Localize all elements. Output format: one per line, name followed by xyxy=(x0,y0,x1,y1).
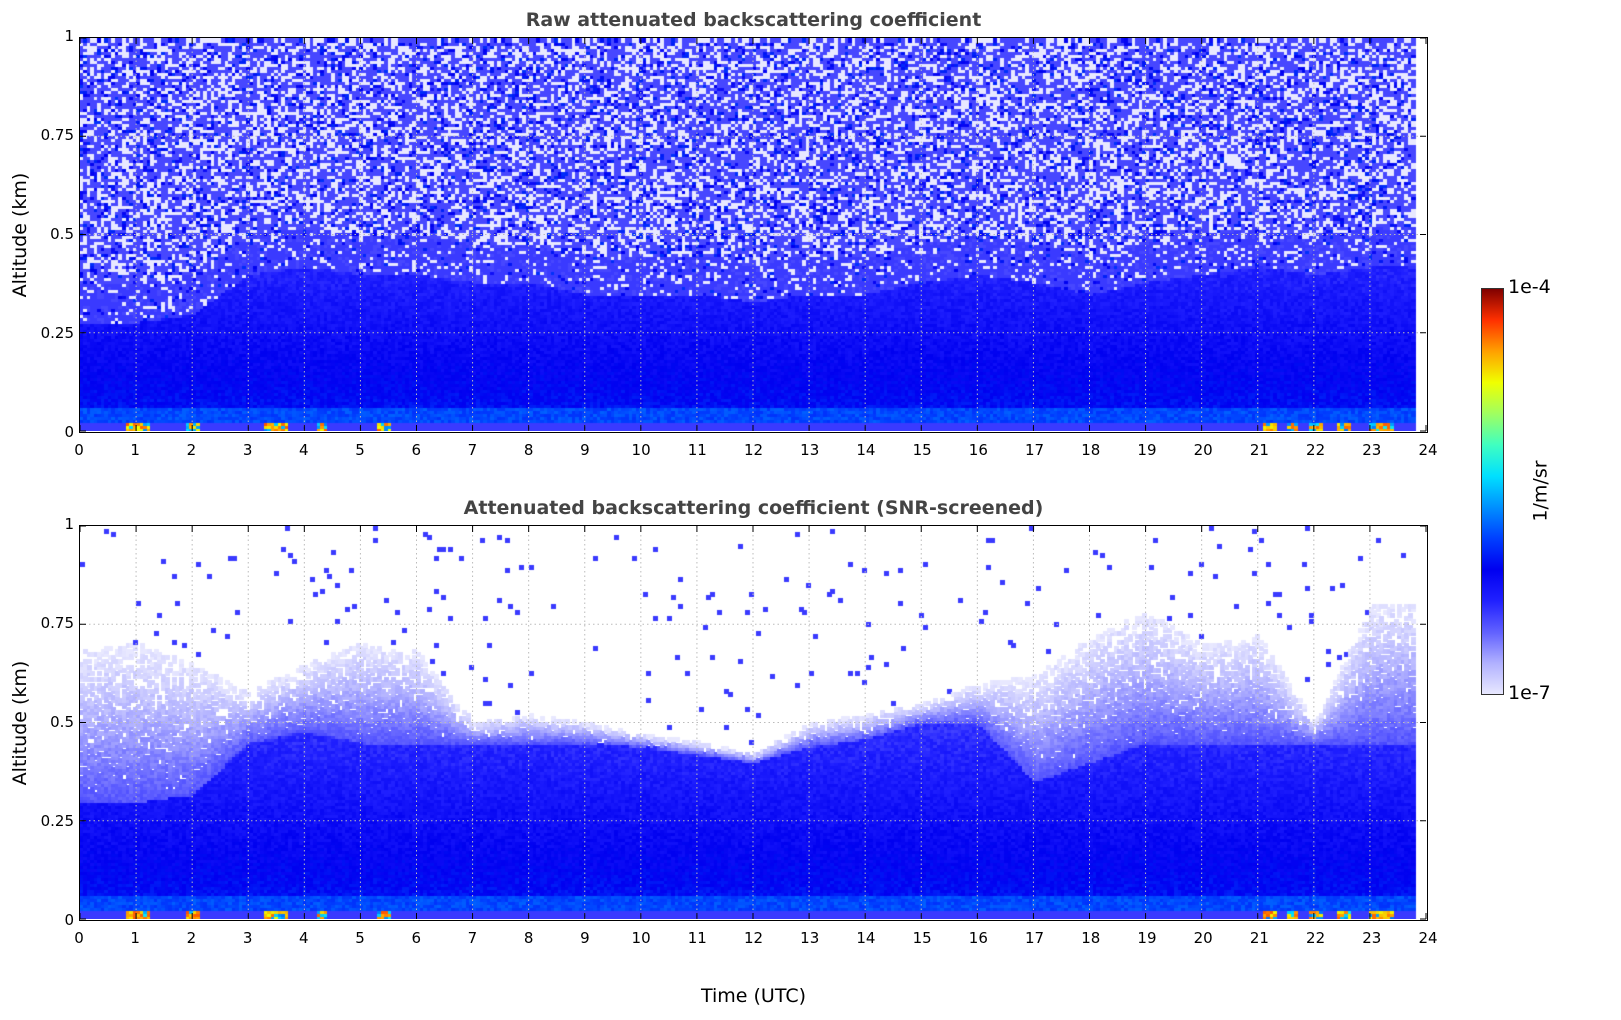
x-tick-label: 18 xyxy=(1081,929,1101,947)
x-tick-label: 20 xyxy=(1193,441,1213,459)
x-tick-label: 21 xyxy=(1249,929,1269,947)
x-tick-label: 12 xyxy=(743,929,764,947)
x-tick-label: 23 xyxy=(1362,441,1382,459)
x-tick-label: 13 xyxy=(800,929,820,947)
x-tick-label: 9 xyxy=(580,441,590,459)
x-tick-label: 8 xyxy=(523,929,534,947)
bottom-chart-title: Attenuated backscattering coefficient (S… xyxy=(463,497,1044,519)
top-heatmap-panel xyxy=(79,37,1428,433)
y-tick-label: 0 xyxy=(64,423,74,441)
x-tick-label: 7 xyxy=(467,441,478,459)
x-tick-label: 4 xyxy=(299,441,309,459)
y-tick-label: 0.75 xyxy=(40,126,74,144)
x-tick-label: 2 xyxy=(186,441,197,459)
colorbar-unit-label: 1/m/sr xyxy=(1529,460,1552,522)
x-tick-label: 17 xyxy=(1024,929,1045,947)
x-tick-label: 15 xyxy=(912,441,932,459)
colorbar-max-label: 1e-4 xyxy=(1508,276,1551,298)
x-tick-label: 0 xyxy=(74,441,84,459)
colorbar-min-label: 1e-7 xyxy=(1508,682,1551,704)
x-tick-label: 7 xyxy=(467,929,478,947)
x-tick-label: 14 xyxy=(856,929,876,947)
x-tick-label: 11 xyxy=(687,441,707,459)
x-tick-label: 19 xyxy=(1137,441,1157,459)
x-tick-label: 19 xyxy=(1137,929,1157,947)
x-tick-label: 17 xyxy=(1024,441,1045,459)
top-chart-title: Raw attenuated backscattering coefficien… xyxy=(525,9,982,31)
y-tick-label: 0.25 xyxy=(40,324,74,342)
x-tick-label: 6 xyxy=(411,929,422,947)
x-tick-label: 24 xyxy=(1418,441,1438,459)
x-tick-label: 22 xyxy=(1306,929,1326,947)
y-tick-label: 0.5 xyxy=(50,713,74,731)
y-tick-label: 1 xyxy=(64,27,74,45)
x-tick-label: 10 xyxy=(631,441,651,459)
top-grid xyxy=(79,37,1427,432)
x-tick-label: 6 xyxy=(411,441,422,459)
x-tick-label: 5 xyxy=(355,441,365,459)
x-tick-label: 10 xyxy=(631,929,651,947)
x-tick-label: 13 xyxy=(800,441,820,459)
x-tick-label: 12 xyxy=(743,441,764,459)
x-tick-label: 1 xyxy=(130,929,140,947)
x-tick-label: 4 xyxy=(299,929,309,947)
x-tick-label: 3 xyxy=(242,929,253,947)
x-tick-label: 0 xyxy=(74,929,84,947)
x-tick-label: 22 xyxy=(1306,441,1326,459)
y-tick-label: 0.5 xyxy=(50,225,74,243)
bottom-grid xyxy=(79,525,1427,920)
x-tick-label: 14 xyxy=(856,441,876,459)
x-tick-label: 15 xyxy=(912,929,932,947)
x-tick-label: 24 xyxy=(1418,929,1438,947)
x-tick-label: 16 xyxy=(968,441,988,459)
x-tick-label: 2 xyxy=(186,929,197,947)
y-tick-label: 1 xyxy=(64,515,74,533)
x-tick-label: 11 xyxy=(687,929,707,947)
x-tick-label: 20 xyxy=(1193,929,1213,947)
y-tick-label: 0 xyxy=(64,911,74,929)
bottom-heatmap-panel xyxy=(79,525,1428,921)
x-tick-label: 3 xyxy=(242,441,253,459)
colorbar xyxy=(1481,288,1504,695)
x-tick-label: 21 xyxy=(1249,441,1269,459)
x-tick-label: 9 xyxy=(580,929,590,947)
x-tick-label: 1 xyxy=(130,441,140,459)
y-tick-label: 0.75 xyxy=(40,614,74,632)
x-axis-label: Time (UTC) xyxy=(700,985,807,1007)
x-tick-label: 16 xyxy=(968,929,988,947)
x-tick-label: 8 xyxy=(523,441,534,459)
x-tick-label: 5 xyxy=(355,929,365,947)
y-tick-label: 0.25 xyxy=(40,812,74,830)
x-tick-label: 23 xyxy=(1362,929,1382,947)
x-tick-label: 18 xyxy=(1081,441,1101,459)
